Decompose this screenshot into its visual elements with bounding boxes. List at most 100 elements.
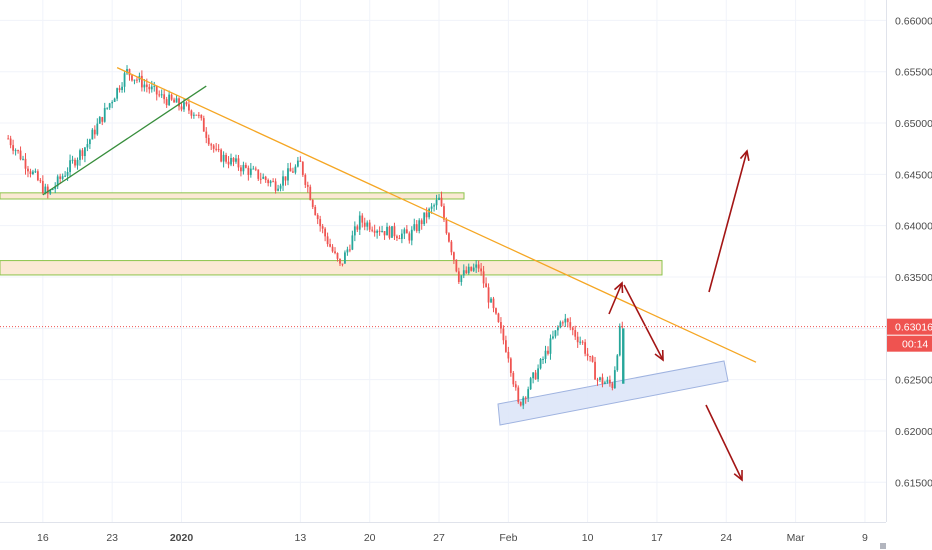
candle	[363, 217, 366, 231]
candle	[497, 312, 500, 323]
drawings	[42, 67, 757, 482]
candle-body	[51, 189, 54, 191]
candle	[244, 162, 247, 169]
price-axis[interactable]: 0.66000 0.65500 0.65000 0.64500 0.64000 0.635…	[886, 0, 932, 550]
candle-body	[200, 114, 203, 119]
candle-body	[264, 176, 267, 180]
price-tick-label: 0.65500	[895, 67, 932, 79]
candle-body	[532, 372, 535, 379]
arrow-head	[733, 469, 743, 482]
candle-body	[509, 358, 512, 373]
candle-body	[299, 160, 302, 162]
candle	[500, 317, 502, 334]
candle-body	[272, 181, 275, 183]
candle	[566, 317, 569, 328]
candle	[175, 95, 178, 103]
candle	[185, 101, 188, 107]
candle	[336, 252, 339, 262]
candle-body	[405, 229, 408, 234]
candle-body	[145, 84, 148, 87]
arrow-up-short	[608, 281, 624, 315]
candle	[452, 251, 455, 264]
candle	[542, 356, 544, 364]
candle	[279, 183, 282, 192]
candle	[108, 102, 111, 110]
settings-icon[interactable]	[880, 543, 886, 549]
candle	[190, 109, 193, 119]
candle-body	[477, 264, 480, 269]
candle-body	[54, 186, 57, 190]
candle-body	[512, 372, 515, 385]
candle	[423, 212, 426, 227]
candle	[111, 100, 114, 109]
candle-body	[445, 219, 448, 234]
candle-body	[69, 160, 71, 173]
candle-body	[423, 212, 426, 225]
zone-rect	[0, 260, 663, 276]
candle	[36, 169, 39, 182]
candle-body	[386, 226, 388, 236]
time-tick-label: 24	[720, 532, 732, 544]
candle	[339, 258, 341, 267]
candle-body	[36, 171, 39, 181]
candle	[420, 218, 423, 230]
candle	[165, 96, 168, 108]
candle-body	[165, 99, 168, 106]
candle	[299, 156, 302, 162]
candle	[331, 244, 334, 253]
candle-body	[235, 158, 237, 162]
candle-body	[534, 372, 537, 380]
candle-body	[591, 356, 594, 362]
candle-body	[34, 171, 37, 173]
candle-body	[101, 117, 104, 122]
candle-body	[163, 94, 166, 100]
candle	[309, 184, 312, 201]
candle-body	[29, 171, 32, 175]
candle-body	[519, 402, 522, 406]
candle-body	[207, 137, 210, 145]
candle	[254, 166, 257, 172]
trendline-support	[42, 85, 207, 196]
candle	[61, 173, 64, 181]
candle	[576, 331, 579, 348]
candle	[101, 116, 104, 126]
candle	[584, 339, 587, 357]
candle-body	[86, 144, 89, 148]
candle-body	[420, 220, 423, 225]
candle-body	[462, 270, 465, 276]
candle	[324, 227, 327, 242]
candle-body	[56, 176, 59, 187]
candle-body	[296, 160, 299, 167]
current-price-badge	[887, 318, 932, 335]
arrow-up-long	[708, 149, 750, 293]
candle	[435, 194, 438, 210]
arrow-head	[613, 281, 624, 294]
zone-rect	[0, 192, 465, 200]
candle-body	[448, 233, 450, 242]
candle	[574, 325, 577, 340]
candle	[24, 153, 27, 175]
candle-body	[282, 176, 284, 186]
candle-body	[467, 266, 470, 274]
price-tick-label: 0.64500	[895, 169, 932, 181]
candle-body	[482, 271, 485, 284]
candle-body	[321, 226, 324, 229]
candle-body	[616, 355, 619, 371]
candle	[400, 229, 403, 244]
candle-body	[74, 159, 76, 166]
candle	[591, 355, 594, 363]
candle	[282, 170, 284, 191]
time-axis[interactable]: 16 23 2020 13 20 27 Feb 10 17 24 Mar 9	[0, 522, 932, 550]
candle-body	[339, 258, 341, 264]
candle-body	[222, 154, 225, 162]
price-axis-bg	[886, 0, 932, 550]
candle	[170, 93, 173, 101]
candle	[438, 194, 440, 201]
candle-body	[517, 387, 520, 403]
support-resistance-zones	[0, 192, 729, 426]
candle	[611, 381, 614, 391]
candle-body	[472, 267, 475, 271]
support-channel	[497, 360, 729, 426]
candle	[509, 357, 512, 377]
candle	[237, 154, 240, 171]
